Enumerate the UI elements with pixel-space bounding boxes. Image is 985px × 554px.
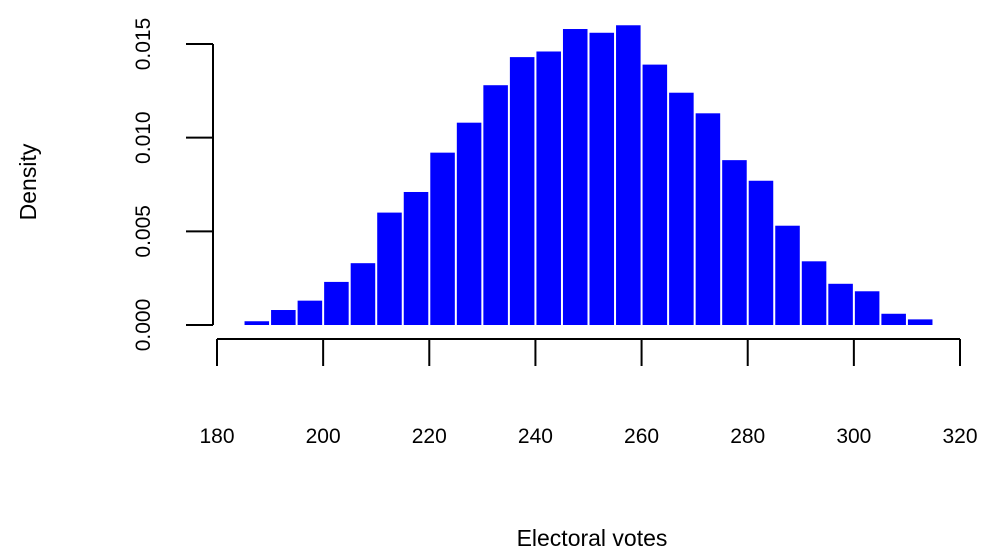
histogram-bar-215 (403, 191, 429, 325)
histogram-bar-305 (881, 313, 906, 325)
histogram-bar-190 (271, 310, 296, 325)
histogram-bar-220 (430, 152, 455, 325)
y-axis: 0.000 0.005 0.010 0.015 (132, 18, 214, 352)
histogram-bars (244, 25, 933, 326)
y-axis-title: Density (15, 143, 41, 220)
histogram-bar-235 (509, 57, 535, 326)
histogram-bar-300 (854, 291, 880, 325)
histogram-bar-270 (695, 113, 721, 325)
histogram-bar-265 (669, 92, 694, 326)
y-tick-label: 0.005 (132, 205, 155, 258)
x-axis-title: Electoral votes (517, 525, 668, 551)
histogram-bar-255 (616, 25, 641, 326)
histogram-bar-240 (536, 51, 561, 326)
x-axis: 180 200 220 240 260 280 300 320 (199, 338, 978, 448)
x-tick-label: 260 (624, 425, 659, 448)
histogram-bar-280 (748, 180, 774, 325)
histogram-bar-310 (907, 319, 933, 325)
histogram-bar-200 (324, 281, 349, 325)
y-tick-label: 0.010 (132, 111, 155, 164)
x-tick-label: 280 (730, 425, 765, 448)
x-tick-label: 220 (412, 425, 447, 448)
histogram-bar-295 (828, 283, 853, 325)
histogram-bar-285 (775, 225, 800, 325)
histogram-bar-210 (377, 212, 402, 325)
histogram-bar-260 (642, 64, 668, 326)
histogram-bar-275 (722, 160, 747, 325)
x-tick-label: 300 (836, 425, 871, 448)
histogram-bar-245 (562, 29, 588, 325)
histogram-bar-185 (244, 321, 270, 325)
x-tick-label: 180 (199, 425, 234, 448)
y-tick-label: 0.000 (132, 299, 155, 352)
histogram-bar-230 (483, 85, 508, 326)
histogram-bar-225 (456, 122, 482, 326)
histogram-bar-250 (589, 32, 615, 325)
x-tick-label: 200 (306, 425, 341, 448)
x-tick-label: 320 (942, 425, 977, 448)
histogram-bar-290 (801, 261, 827, 325)
histogram-bar-205 (350, 263, 376, 325)
histogram-bar-195 (297, 300, 323, 325)
y-tick-label: 0.015 (132, 18, 155, 71)
x-tick-label: 240 (518, 425, 553, 448)
